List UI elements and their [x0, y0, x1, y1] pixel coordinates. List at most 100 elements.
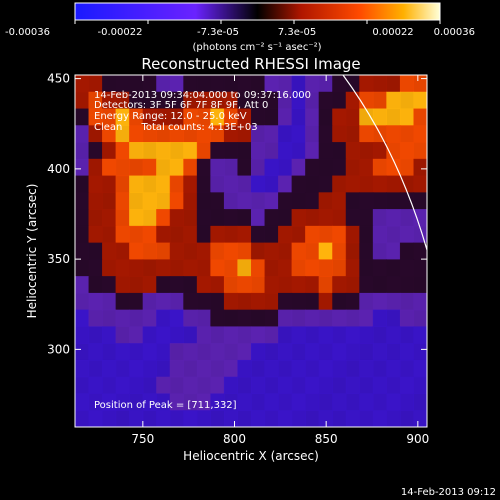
heatmap-cell: [372, 75, 387, 93]
heatmap-cell: [169, 376, 184, 395]
heatmap-cell: [196, 175, 211, 193]
heatmap-cell: [386, 209, 401, 227]
heatmap-cell: [345, 276, 360, 294]
heatmap-cell: [196, 125, 211, 143]
heatmap-cell: [237, 359, 252, 378]
heatmap-cell: [223, 376, 239, 395]
heatmap-cell: [183, 175, 198, 193]
heatmap-cell: [75, 359, 90, 378]
heatmap-cell: [345, 142, 360, 160]
heatmap-cell: [142, 359, 157, 378]
heatmap-cell: [332, 292, 347, 311]
heatmap-cell: [237, 292, 252, 311]
heatmap-cell: [399, 192, 415, 210]
heatmap-cell: [399, 309, 415, 328]
heatmap-cell: [345, 359, 360, 378]
heatmap-cell: [291, 209, 306, 227]
heatmap-cell: [129, 91, 144, 110]
heatmap-cell: [223, 242, 239, 260]
heatmap-cell: [291, 326, 306, 344]
heatmap-cell: [223, 359, 239, 378]
heatmap-cell: [359, 175, 374, 193]
heatmap-cell: [156, 192, 171, 210]
peak-position-label: Position of Peak = [711,332]: [94, 400, 237, 411]
heatmap-cell: [102, 259, 117, 277]
heatmap-cell: [223, 175, 239, 193]
heatmap-cell: [142, 292, 157, 311]
heatmap-cell: [142, 125, 157, 143]
heatmap-cell: [183, 192, 198, 210]
heatmap-cell: [156, 125, 171, 143]
heatmap-cell: [399, 343, 415, 361]
heatmap-cell: [251, 343, 266, 361]
heatmap-cell: [223, 91, 239, 110]
heatmap-cell: [183, 209, 198, 227]
heatmap-cell: [399, 225, 415, 244]
heatmap-cell: [129, 125, 144, 143]
heatmap-cell: [318, 192, 333, 210]
heatmap-cell: [386, 108, 401, 126]
heatmap-cell: [305, 108, 320, 126]
heatmap-cell: [372, 175, 387, 193]
heatmap-cell: [210, 225, 225, 244]
heatmap-cell: [75, 142, 90, 160]
heatmap-cell: [372, 309, 387, 328]
heatmap-cell: [372, 292, 387, 311]
heatmap-cell: [115, 359, 130, 378]
heatmap-cell: [210, 292, 225, 311]
heatmap-cell: [318, 158, 333, 177]
heatmap-cell: [75, 108, 90, 126]
heatmap-cell: [359, 91, 374, 110]
heatmap-cell: [115, 242, 130, 260]
heatmap-cell: [88, 359, 103, 378]
heatmap-cell: [264, 410, 279, 427]
heatmap-cell: [115, 326, 130, 344]
heatmap-cell: [102, 242, 117, 260]
heatmap-cell: [318, 175, 333, 193]
heatmap-cell: [359, 410, 374, 427]
heatmap-cell: [264, 393, 279, 411]
heatmap-cell: [156, 276, 171, 294]
heatmap-cell: [88, 209, 103, 227]
heatmap-cell: [237, 326, 252, 344]
heatmap-cell: [237, 125, 252, 143]
heatmap-cell: [210, 309, 225, 328]
heatmap-cell: [142, 158, 157, 177]
heatmap-cell: [332, 108, 347, 126]
heatmap-cell: [372, 259, 387, 277]
heatmap-cell: [183, 259, 198, 277]
heatmap-cell: [102, 209, 117, 227]
heatmap-cell: [196, 292, 211, 311]
heatmap-cell: [115, 376, 130, 395]
heatmap-cell: [210, 359, 225, 378]
heatmap-cell: [251, 91, 266, 110]
heatmap-cell: [332, 343, 347, 361]
heatmap-cell: [278, 108, 293, 126]
heatmap-cell: [399, 91, 415, 110]
heatmap-cell: [291, 359, 306, 378]
heatmap-cell: [332, 259, 347, 277]
heatmap-cell: [183, 108, 198, 126]
heatmap-cell: [251, 393, 266, 411]
heatmap-cell: [102, 393, 117, 411]
heatmap-cell: [413, 75, 427, 93]
heatmap-cell: [129, 158, 144, 177]
heatmap-cell: [372, 192, 387, 210]
heatmap-cell: [169, 309, 184, 328]
heatmap-cell: [88, 192, 103, 210]
heatmap-cell: [305, 376, 320, 395]
heatmap-cell: [332, 276, 347, 294]
heatmap-cell: [75, 242, 90, 260]
heatmap-cell: [305, 393, 320, 411]
heatmap-cell: [169, 91, 184, 110]
heatmap-cell: [223, 326, 239, 344]
heatmap-cell: [318, 91, 333, 110]
heatmap-cell: [115, 309, 130, 328]
heatmap-cell: [291, 192, 306, 210]
heatmap-cell: [115, 225, 130, 244]
heatmap-cell: [223, 393, 239, 411]
heatmap-cell: [251, 75, 266, 93]
heatmap-cell: [399, 209, 415, 227]
heatmap-cell: [305, 410, 320, 427]
